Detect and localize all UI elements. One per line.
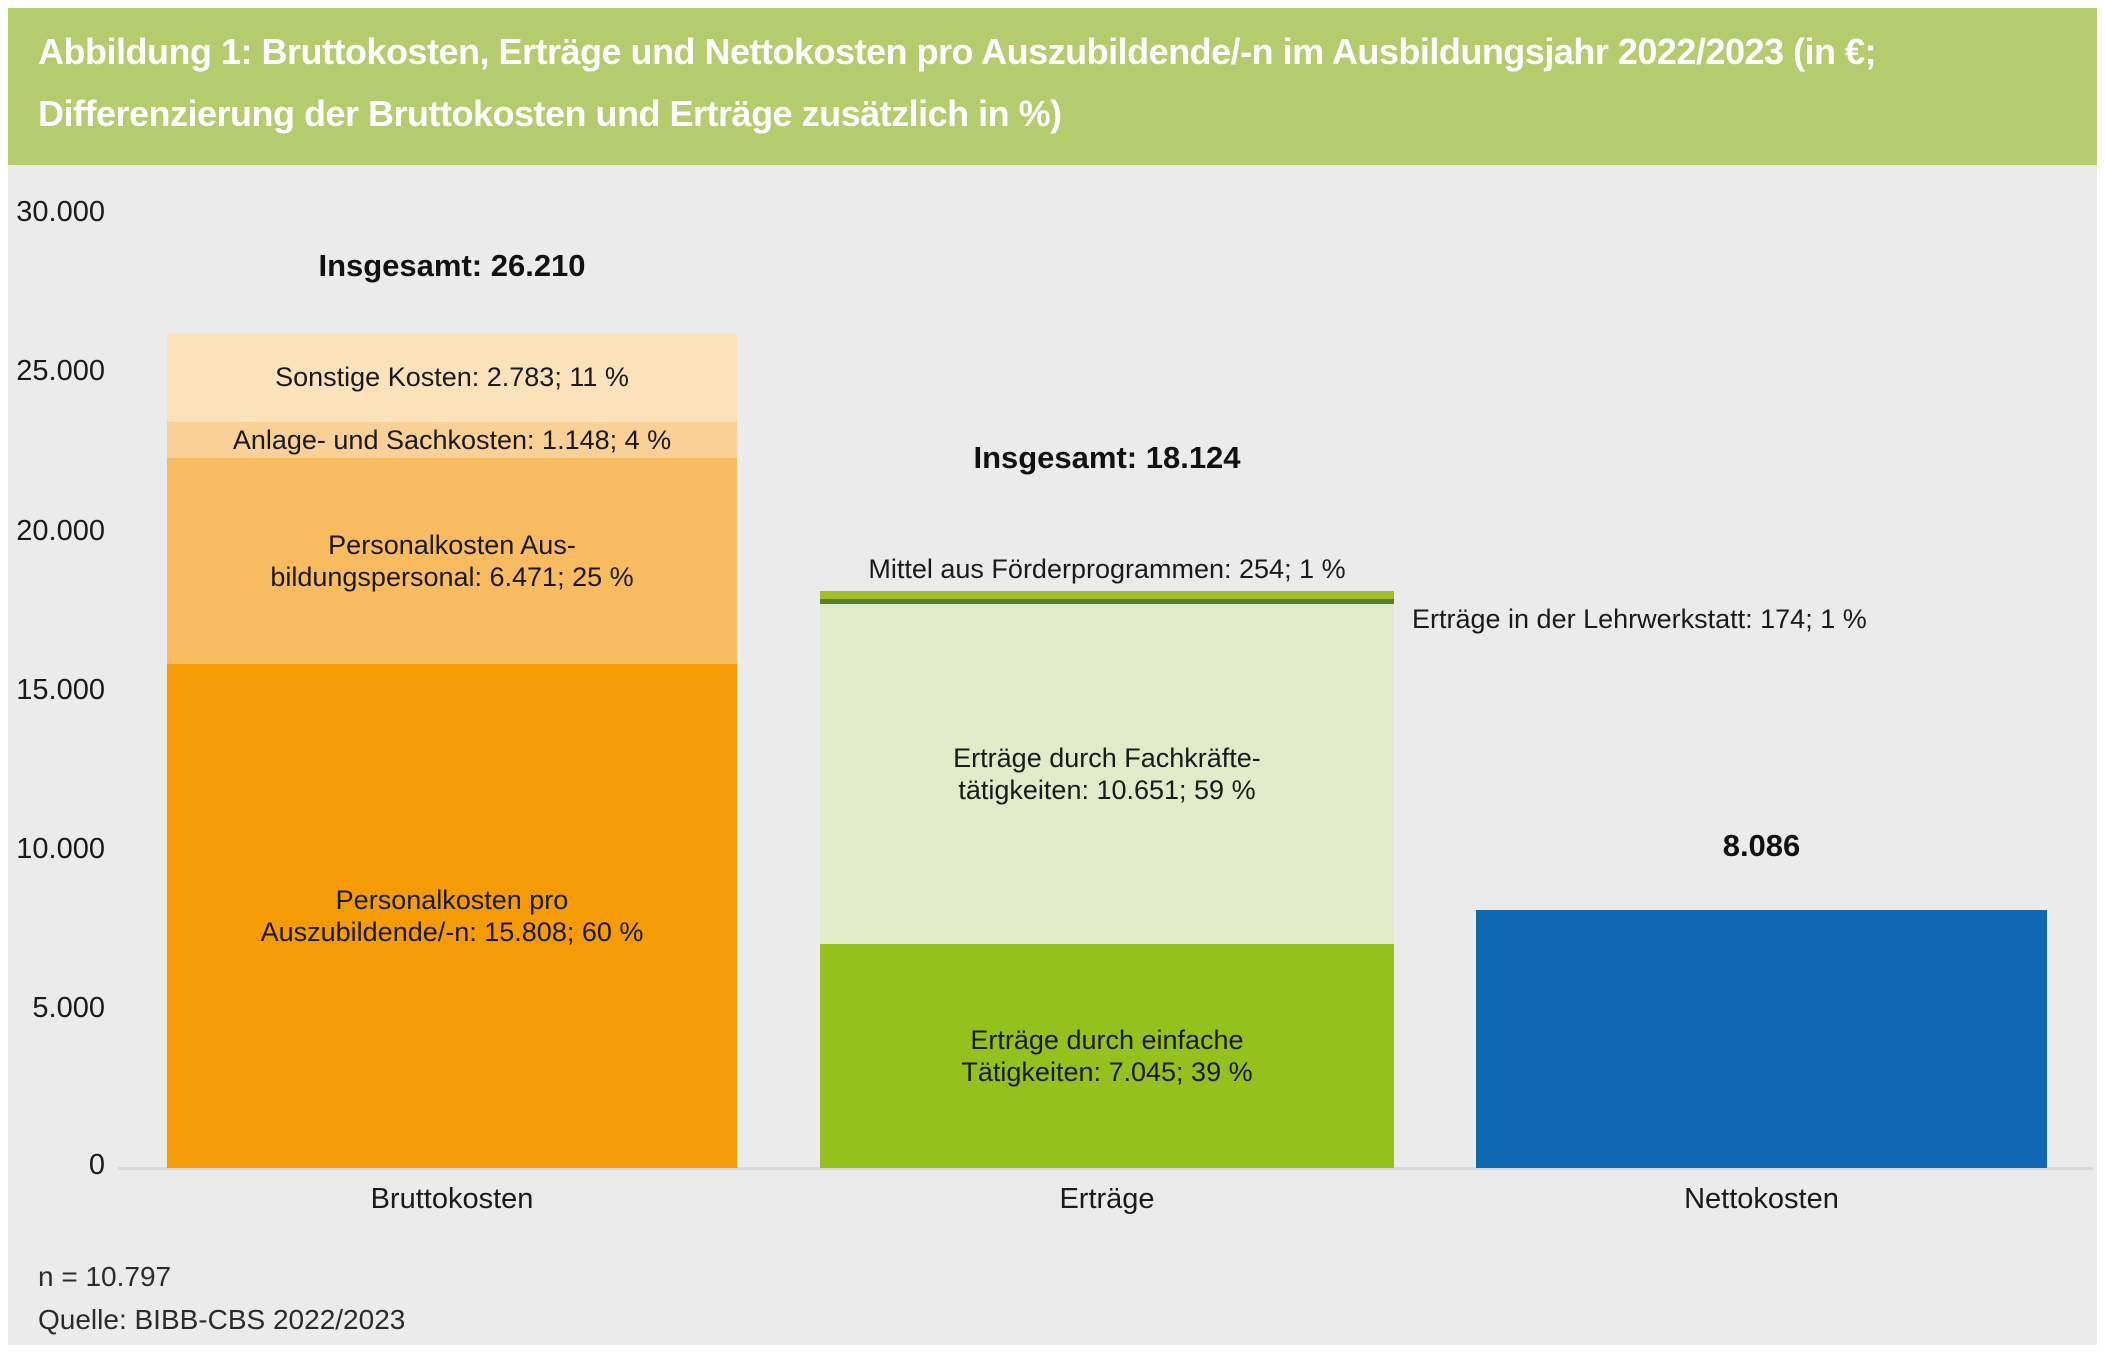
figure-header-band: Abbildung 1: Bruttokosten, Erträge und N… [8, 8, 2097, 165]
y-axis-tick-0: 0 [88, 1149, 105, 1181]
x-axis-label-nettokosten: Nettokosten [1684, 1183, 1839, 1215]
segment-sonstige-kosten-label: Sonstige Kosten: 2.783; 11 % [275, 362, 629, 393]
segment-ertraege-einfache-taetigkeiten: Erträge durch einfache Tätigkeiten: 7.04… [820, 943, 1394, 1168]
x-axis-label-bruttokosten: Bruttokosten [370, 1183, 534, 1215]
x-axis-baseline [118, 1167, 2093, 1170]
bruttokosten-total-label: Insgesamt: 26.210 [318, 248, 586, 283]
segment-ertraege-einfache-taetigkeiten-label: Erträge durch einfache Tätigkeiten: 7.04… [961, 1024, 1253, 1087]
sample-size-note: n = 10.797 [38, 1261, 172, 1292]
y-axis-tick-20000: 20.000 [16, 515, 105, 547]
y-axis-tick-15000: 15.000 [16, 674, 105, 706]
segment-personalkosten-ausbildungspersonal: Personalkosten Aus- bildungspersonal: 6.… [167, 458, 737, 665]
segment-personalkosten-auszubildende-label: Personalkosten pro Auszubildende/-n: 15.… [260, 885, 644, 948]
y-axis-tick-5000: 5.000 [32, 992, 105, 1024]
ertraege-total-label: Insgesamt: 18.124 [973, 440, 1241, 475]
ertraege-lehrwerkstatt-label: Erträge in der Lehrwerkstatt: 174; 1 % [1412, 604, 1867, 634]
segment-anlage-sachkosten-label: Anlage- und Sachkosten: 1.148; 4 % [232, 424, 672, 455]
segment-anlage-sachkosten: Anlage- und Sachkosten: 1.148; 4 % [167, 421, 737, 459]
x-axis-label-ertraege: Erträge [1059, 1183, 1155, 1215]
segment-nettokosten [1476, 910, 2047, 1168]
segment-sonstige-kosten: Sonstige Kosten: 2.783; 11 % [167, 332, 737, 422]
figure-title-line1: Abbildung 1: Bruttokosten, Erträge und N… [38, 31, 1877, 72]
bar-ertraege: Erträge durch Fachkräfte- tätigkeiten: 1… [820, 590, 1394, 1168]
segment-personalkosten-ausbildungspersonal-label: Personalkosten Aus- bildungspersonal: 6.… [270, 530, 634, 593]
y-axis-tick-10000: 10.000 [16, 833, 105, 865]
figure-title-line2: Differenzierung der Bruttokosten und Ert… [38, 93, 1062, 134]
source-note: Quelle: BIBB-CBS 2022/2023 [38, 1304, 406, 1335]
figure-title: Abbildung 1: Bruttokosten, Erträge und N… [38, 21, 2067, 145]
bar-bruttokosten: Sonstige Kosten: 2.783; 11 % Anlage- und… [167, 332, 737, 1168]
segment-ertraege-lehrwerkstatt [820, 598, 1394, 605]
bar-nettokosten [1476, 910, 2047, 1168]
segment-ertraege-fachkraeftetaetigkeiten: Erträge durch Fachkräfte- tätigkeiten: 1… [820, 604, 1394, 944]
y-axis-tick-25000: 25.000 [16, 355, 105, 387]
nettokosten-total-label: 8.086 [1722, 828, 1801, 863]
segment-mittel-foerderprogramme [820, 590, 1394, 599]
segment-personalkosten-auszubildende: Personalkosten pro Auszubildende/-n: 15.… [167, 664, 737, 1168]
mittel-foerderprogramme-label: Mittel aus Förderprogrammen: 254; 1 % [868, 554, 1346, 584]
segment-ertraege-fachkraeftetaetigkeiten-label: Erträge durch Fachkräfte- tätigkeiten: 1… [953, 742, 1261, 805]
y-axis-tick-30000: 30.000 [16, 196, 105, 228]
